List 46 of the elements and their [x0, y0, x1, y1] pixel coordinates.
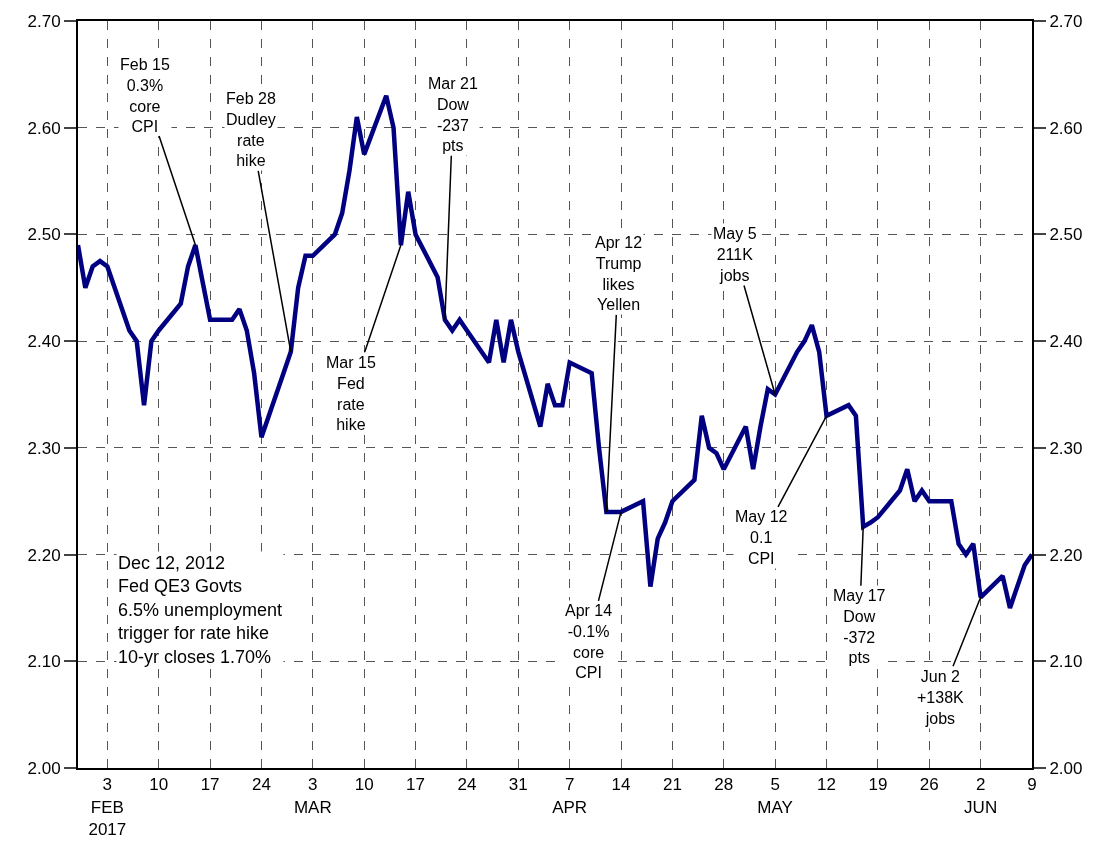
annotation: May 17 Dow -372 pts: [833, 587, 886, 667]
x-tick-label: 17: [406, 775, 426, 795]
x-tick-label: 9: [1027, 775, 1037, 795]
annotation: Apr 14 -0.1% core CPI: [565, 602, 613, 682]
x-tick-label: 3 MAR: [293, 775, 332, 817]
annotation: May 12 0.1 CPI: [735, 508, 788, 567]
x-tick-label: 3 FEB 2017: [88, 775, 127, 839]
x-tick-label: 10: [149, 775, 169, 795]
annotation: May 5 211K jobs: [713, 225, 757, 284]
x-tick-label: 26: [919, 775, 939, 795]
y-tick-label: 2.40: [27, 332, 61, 352]
y2-tick-label: 2.20: [1049, 545, 1083, 565]
annotation: Jun 2 +138K jobs: [917, 668, 965, 727]
annotation: Feb 28 Dudley rate hike: [226, 90, 276, 170]
annotation: Mar 15 Fed rate hike: [326, 354, 376, 434]
y2-tick-label: 2.70: [1049, 11, 1083, 31]
annotation: Feb 15 0.3% core CPI: [120, 56, 170, 136]
x-tick-label: 28: [714, 775, 734, 795]
x-tick-label: 21: [662, 775, 682, 795]
x-tick-label: 14: [611, 775, 631, 795]
y-tick-label: 2.20: [27, 545, 61, 565]
y2-tick-label: 2.30: [1049, 438, 1083, 458]
y-tick-label: 2.10: [27, 652, 61, 672]
x-tick-label: 19: [868, 775, 888, 795]
y-tick-label: 2.50: [27, 225, 61, 245]
y2-tick-label: 2.40: [1049, 332, 1083, 352]
x-tick-label: 24: [457, 775, 477, 795]
annotation: Mar 21 Dow -237 pts: [428, 75, 478, 155]
annotation: Dec 12, 2012 Fed QE3 Govts 6.5% unemployment trigger for rate hike 10-yr closes 1.70%: [118, 553, 283, 667]
y-tick-label: 2.60: [27, 118, 61, 138]
x-tick-label: 31: [508, 775, 528, 795]
y-tick-label: 2.30: [27, 438, 61, 458]
x-tick-label: 7 APR: [552, 775, 588, 817]
y-tick-label: 2.00: [27, 758, 61, 778]
y-tick-label: 2.70: [27, 11, 61, 31]
y2-tick-label: 2.60: [1049, 118, 1083, 138]
x-tick-label: 12: [817, 775, 836, 795]
x-tick-label: 17: [200, 775, 220, 795]
y2-tick-label: 2.00: [1049, 758, 1083, 778]
annotation: Apr 12 Trump likes Yellen: [595, 234, 643, 314]
y2-tick-label: 2.10: [1049, 652, 1083, 672]
x-tick-label: 5 MAY: [757, 775, 793, 817]
y2-tick-label: 2.50: [1049, 225, 1083, 245]
x-tick-label: 2 JUN: [964, 775, 998, 817]
x-tick-label: 24: [252, 775, 271, 795]
x-tick-label: 10: [354, 775, 374, 795]
